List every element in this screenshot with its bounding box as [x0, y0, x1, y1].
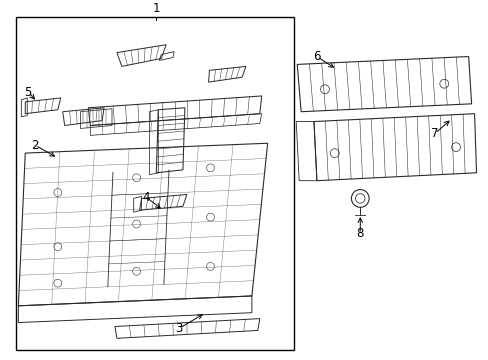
Text: 3: 3 — [175, 322, 183, 335]
Text: 2: 2 — [31, 139, 39, 152]
Text: 5: 5 — [24, 86, 32, 99]
Text: 8: 8 — [356, 228, 363, 240]
Text: 4: 4 — [142, 191, 150, 204]
Text: 6: 6 — [312, 50, 320, 63]
Text: 7: 7 — [430, 127, 438, 140]
Text: 1: 1 — [152, 2, 160, 15]
